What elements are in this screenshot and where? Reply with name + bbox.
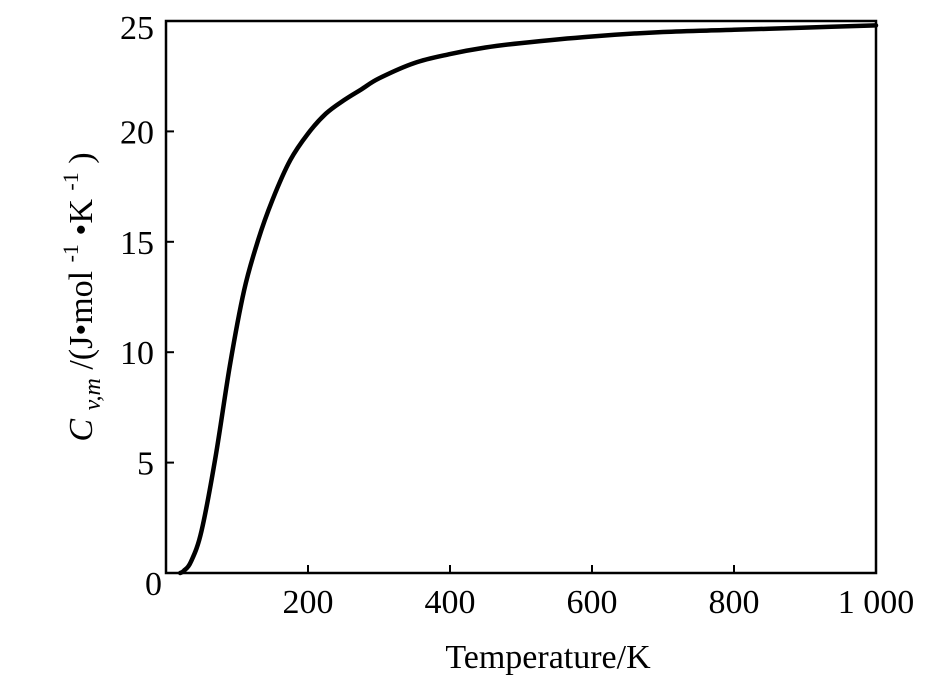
x-tick-label: 400 (425, 584, 476, 621)
y-tick-label: 10 (120, 335, 154, 372)
plot-frame (164, 19, 878, 575)
y-axis-label-units: /(J•mol (63, 271, 100, 370)
y-tick-label: 0 (145, 566, 162, 603)
y-axis-label-exp2: -1 (58, 172, 83, 190)
y-tick-label: 15 (120, 225, 154, 262)
y-axis-label: C v,m /(J•mol -1 •K -1 ) (49, 152, 108, 441)
y-axis-label-subscript: v,m (80, 378, 106, 410)
series-line (177, 23, 879, 576)
series-layer (177, 23, 879, 576)
x-tick-label: 800 (709, 584, 760, 621)
x-tick-label: 1 000 (838, 584, 915, 621)
y-tick-label: 25 (120, 10, 154, 47)
y-axis-label-mid: •K (63, 199, 100, 236)
ticks-layer: 200 400 600 800 1 000 0 5 10 15 20 25 (120, 10, 914, 621)
x-axis-label: Temperature/K (445, 639, 651, 676)
x-tick-label: 200 (283, 584, 334, 621)
x-tick-label: 600 (567, 584, 618, 621)
y-axis-label-exp1: -1 (58, 244, 83, 262)
plot-frame-layer (164, 19, 878, 575)
y-tick-label: 20 (120, 114, 154, 151)
y-tick-label: 5 (137, 446, 154, 483)
y-axis-label-close: ) (63, 152, 100, 163)
y-axis-label-symbol: C (63, 419, 100, 442)
